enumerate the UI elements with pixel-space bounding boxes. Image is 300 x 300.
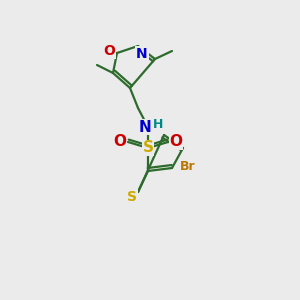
Text: O: O — [113, 134, 127, 149]
Text: N: N — [139, 119, 152, 134]
Text: Br: Br — [180, 160, 196, 172]
Text: H: H — [153, 118, 163, 131]
Text: O: O — [103, 44, 115, 58]
Text: S: S — [127, 190, 137, 204]
Text: O: O — [169, 134, 182, 149]
Text: S: S — [142, 140, 154, 155]
Text: N: N — [136, 47, 148, 61]
